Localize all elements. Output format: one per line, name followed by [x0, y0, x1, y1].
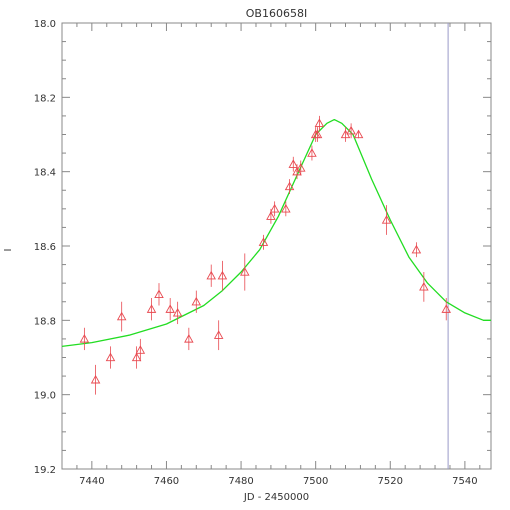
data-point: [154, 283, 164, 306]
triangle-marker: [307, 148, 317, 157]
triangle-marker: [411, 244, 422, 254]
data-point: [90, 364, 101, 395]
triangle-marker: [131, 352, 142, 362]
data-point: [206, 264, 216, 287]
triangle-marker: [258, 237, 269, 246]
triangle-marker: [419, 281, 429, 291]
data-point: [307, 145, 317, 161]
triangle-marker: [116, 311, 127, 321]
triangle-marker: [79, 333, 90, 343]
y-tick-label: 18.2: [34, 93, 56, 104]
x-tick-label: 7440: [79, 476, 104, 487]
triangle-marker: [191, 296, 202, 306]
triangle-marker: [281, 203, 291, 213]
data-point: [441, 298, 451, 321]
data-point: [165, 298, 175, 321]
triangle-marker: [314, 118, 325, 128]
triangle-marker: [206, 270, 216, 280]
triangle-marker: [312, 129, 323, 139]
data-point: [172, 301, 183, 325]
triangle-marker: [295, 163, 306, 172]
data-point: [281, 201, 291, 217]
triangle-marker: [284, 181, 295, 191]
triangle-marker: [353, 129, 364, 139]
x-tick-label: 7460: [154, 476, 179, 487]
data-point: [79, 327, 90, 351]
data-point: [184, 327, 194, 351]
y-tick-label: 18.0: [34, 19, 56, 30]
data-point: [288, 156, 299, 172]
x-tick-label: 7520: [378, 476, 403, 487]
data-point: [353, 129, 364, 139]
data-point: [346, 123, 356, 139]
data-point: [105, 346, 116, 369]
model-curve-layer: [61, 118, 491, 348]
triangle-marker: [105, 352, 116, 362]
data-point: [213, 320, 224, 351]
data-point: [191, 290, 202, 313]
data-point: [116, 301, 127, 332]
y-tick-label: 18.8: [34, 316, 56, 327]
y-axis-label: I: [3, 249, 14, 252]
data-point: [258, 234, 269, 250]
y-tick-label: 18.6: [34, 242, 56, 253]
data-point: [381, 205, 392, 235]
chart-title: OB160658I: [246, 7, 307, 20]
axis-ticks: 7440 7460 7480 7500 7520 7540 18.0 18.2 18.4 18.6…: [34, 19, 491, 487]
data-point: [284, 179, 295, 194]
data-point: [295, 160, 306, 176]
data-point: [240, 253, 250, 291]
triangle-marker: [266, 211, 276, 220]
triangle-marker: [154, 289, 164, 298]
triangle-marker: [90, 374, 101, 384]
triangle-marker: [217, 270, 228, 280]
data-points-layer: [79, 115, 451, 395]
triangle-marker: [441, 304, 451, 313]
data-point: [312, 127, 323, 142]
triangle-marker: [381, 215, 392, 224]
data-point: [411, 242, 422, 258]
data-point: [131, 346, 142, 369]
data-point: [419, 272, 429, 302]
triangle-marker: [146, 304, 157, 313]
triangle-marker: [165, 304, 175, 313]
triangle-marker: [346, 125, 356, 135]
data-point: [135, 338, 146, 362]
y-tick-label: 19.0: [34, 391, 56, 402]
x-tick-label: 7480: [228, 476, 253, 487]
plot-frame: [61, 22, 492, 470]
y-tick-label: 19.2: [34, 465, 56, 476]
x-axis-label: JD - 2450000: [243, 492, 309, 503]
y-tick-label: 18.4: [34, 168, 56, 179]
triangle-marker: [172, 307, 183, 317]
data-point: [146, 298, 157, 321]
x-tick-label: 7500: [303, 476, 328, 487]
triangle-marker: [269, 203, 280, 213]
triangle-marker: [288, 159, 299, 168]
data-point: [269, 201, 280, 217]
triangle-marker: [135, 345, 146, 354]
model-fit-line: [61, 118, 491, 348]
x-tick-label: 7540: [452, 476, 477, 487]
data-point: [217, 260, 228, 291]
triangle-marker: [213, 330, 224, 339]
triangle-marker: [184, 333, 194, 343]
triangle-marker: [240, 267, 250, 276]
data-point: [314, 115, 325, 131]
